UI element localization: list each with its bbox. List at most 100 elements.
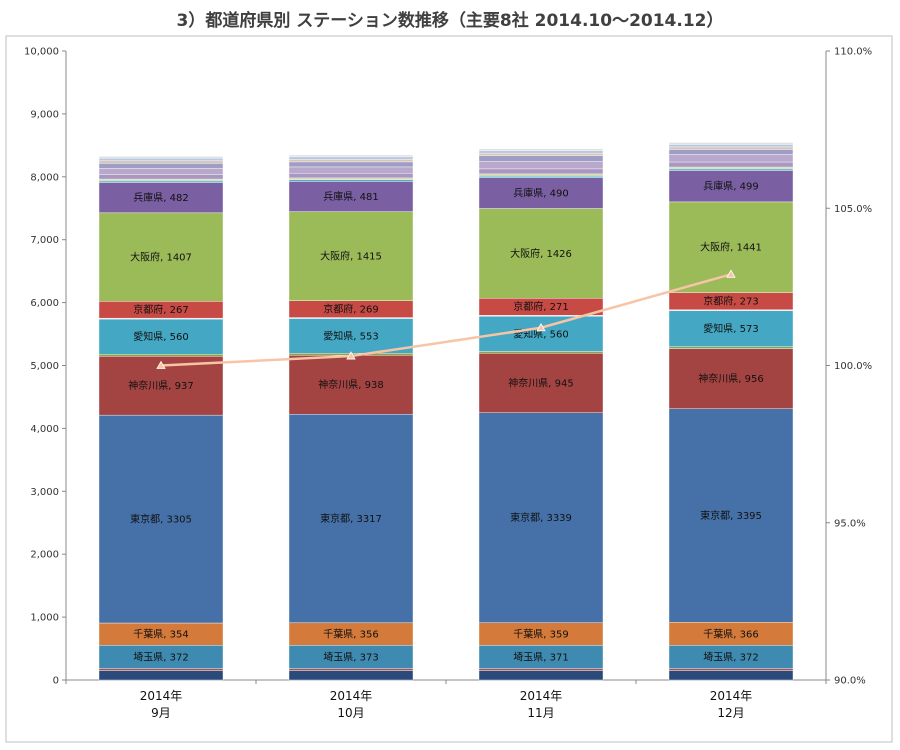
bar-segment [98, 178, 224, 182]
data-label-series-name: 千葉県 [323, 628, 353, 641]
bar-data-label: 愛知県, 553 [323, 329, 378, 342]
bar-segment-神奈川県 [478, 353, 604, 413]
bar-segment [668, 168, 794, 171]
bar-segment [668, 161, 794, 168]
data-label-value: 490 [550, 189, 569, 200]
data-label-value: 573 [740, 324, 759, 335]
data-label-series-name: 埼玉県 [133, 650, 163, 663]
bar-data-label: 千葉県, 356 [323, 628, 378, 641]
bar-segment-神奈川県 [288, 354, 414, 415]
bar-segment [478, 668, 604, 671]
bar-segment [98, 670, 224, 681]
bar-segment [98, 180, 224, 183]
y-tick-label: 4,000 [30, 424, 59, 435]
data-label-series-name: 大阪府 [510, 247, 540, 260]
y-tick-label: 10,000 [24, 47, 59, 58]
bar-segment [98, 174, 224, 180]
y2-tick-label: 105.0% [834, 204, 872, 215]
data-label-series-name: 京都府 [323, 303, 353, 316]
bar-segment [478, 150, 604, 154]
data-label-value: 956 [745, 374, 764, 385]
data-label-value: 482 [170, 193, 189, 204]
bar-segment [668, 144, 794, 148]
bar-data-label: 大阪府, 1407 [130, 251, 192, 264]
chart-title: 3）都道府県別 ステーション数推移（主要8社 2014.10～2014.12） [176, 11, 724, 31]
y-tick-label: 6,000 [30, 298, 59, 309]
bar-segment [288, 177, 414, 181]
growth-rate-point [726, 269, 736, 278]
growth-rate-point [156, 360, 166, 369]
bar-data-label: 神奈川県, 937 [128, 379, 193, 392]
data-label-value: 1407 [166, 253, 191, 264]
bar-segment [668, 670, 794, 681]
bar-segment [668, 149, 794, 155]
bar-segment-大阪府 [478, 208, 604, 299]
bar-segment-愛知県 [288, 318, 414, 354]
bar-segment [478, 175, 604, 178]
y-tick-label: 8,000 [30, 172, 59, 183]
data-label-value: 3395 [736, 511, 761, 522]
data-label-series-name: 京都府 [513, 300, 543, 313]
y-tick-label: 2,000 [30, 550, 59, 561]
data-label-series-name: 埼玉県 [323, 650, 353, 663]
bar-segment [288, 154, 414, 158]
data-label-value: 3305 [166, 515, 191, 526]
bar-segment [288, 159, 414, 163]
bar-data-label: 神奈川県, 938 [318, 378, 383, 391]
bar-segment [288, 668, 414, 671]
data-label-value: 945 [555, 379, 574, 390]
bar-data-label: 千葉県, 359 [513, 628, 568, 641]
data-label-series-name: 兵庫県 [703, 180, 733, 193]
bar-segment [668, 154, 794, 163]
data-label-series-name: 大阪府 [320, 250, 350, 263]
data-label-value: 372 [170, 652, 189, 663]
bar-segment-大阪府 [98, 212, 224, 302]
bar-segment [478, 173, 604, 177]
growth-rate-point [346, 351, 356, 360]
data-label-value: 1415 [356, 252, 381, 263]
data-label-series-name: 大阪府 [130, 251, 160, 264]
y2-tick-label: 100.0% [834, 361, 872, 372]
bar-segment [98, 158, 224, 162]
data-label-series-name: 東京都 [700, 509, 730, 522]
data-label-value: 938 [365, 380, 384, 391]
data-label-series-name: 千葉県 [513, 628, 543, 641]
bar-segment [98, 168, 224, 175]
bar-segment [668, 166, 794, 170]
bar-segment [288, 670, 414, 681]
bar-segment [98, 156, 224, 159]
bar-segment [478, 168, 604, 175]
bar-data-label: 京都府, 269 [323, 303, 378, 316]
data-label-series-name: 千葉県 [703, 627, 733, 640]
bar-data-label: 大阪府, 1415 [320, 250, 382, 263]
bar-data-label: 埼玉県, 372 [703, 650, 758, 663]
data-label-series-name: 千葉県 [133, 628, 163, 641]
bar-data-label: 京都府, 267 [133, 303, 188, 316]
data-label-value: 560 [170, 332, 189, 343]
data-label-value: 481 [360, 192, 379, 203]
data-label-series-name: 愛知県 [703, 322, 733, 335]
bar-segment-兵庫県 [288, 181, 414, 212]
x-category-label: 2014年 [710, 689, 753, 703]
bar-data-label: 東京都, 3317 [320, 512, 382, 525]
bar-data-label: 東京都, 3305 [130, 513, 192, 526]
data-label-series-name: 京都府 [703, 295, 733, 308]
data-label-value: 273 [740, 297, 759, 308]
bar-segment-東京都 [98, 414, 224, 624]
y2-tick-label: 95.0% [834, 518, 866, 529]
bar-segment-兵庫県 [478, 177, 604, 209]
bar-segment [668, 668, 794, 671]
data-label-value: 267 [170, 305, 189, 316]
bar-segment [478, 670, 604, 681]
y-tick-label: 1,000 [30, 613, 59, 624]
y-tick-label: 9,000 [30, 109, 59, 120]
bar-segment-愛知県 [98, 318, 224, 355]
data-label-value: 366 [740, 629, 759, 640]
bar-data-label: 兵庫県, 499 [703, 180, 758, 193]
chart-frame [5, 35, 893, 743]
bar-segment [288, 173, 414, 179]
bar-data-label: 兵庫県, 482 [133, 191, 188, 204]
bar-segment [288, 166, 414, 174]
data-label-value: 3317 [356, 514, 381, 525]
bar-data-label: 千葉県, 366 [703, 627, 758, 640]
